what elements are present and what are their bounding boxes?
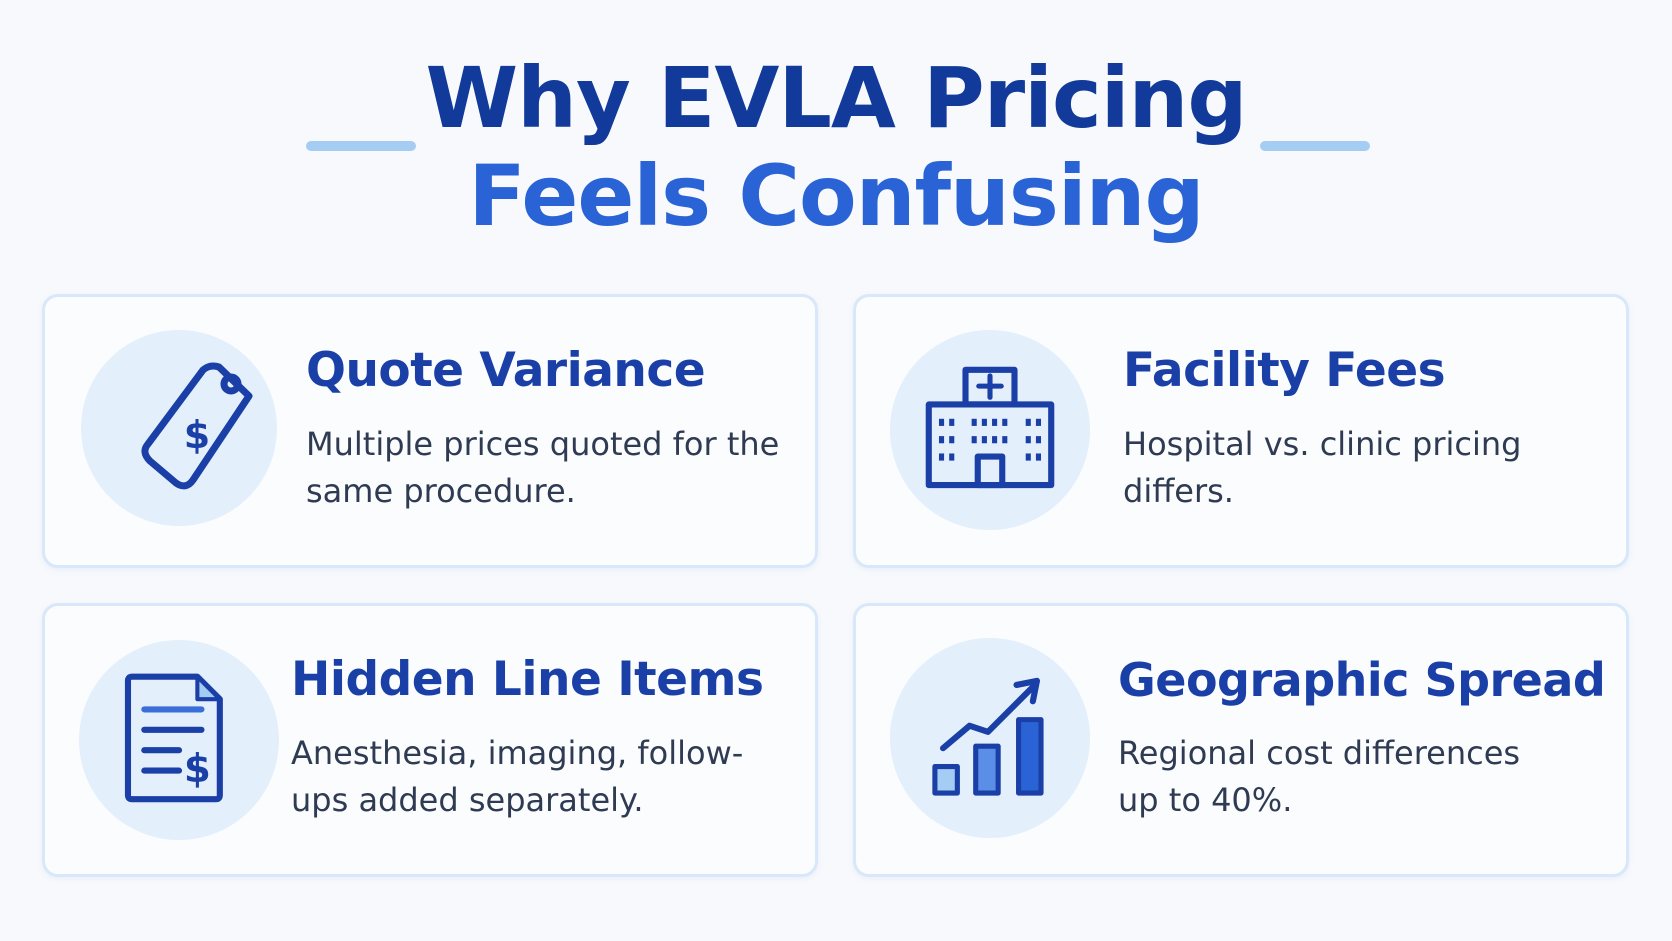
page-title-line-1: Why EVLA Pricing [425, 49, 1248, 147]
price-tag-icon: $ [141, 362, 253, 490]
card-hidden-line-items: $ Hidden Line Items Anesthesia, imaging,… [42, 603, 818, 877]
card-description: Anesthesia, imaging, follow-ups added se… [291, 734, 744, 819]
svg-text:$: $ [184, 747, 211, 792]
card-description: Hospital vs. clinic pricing differs. [1123, 425, 1522, 510]
icon-circle: $ [81, 330, 277, 526]
page-title: Why EVLA Pricing Feels Confusing [0, 48, 1672, 246]
svg-text:$: $ [184, 413, 210, 457]
page-title-line-2: Feels Confusing [468, 147, 1204, 245]
title-accent-line-right [1260, 141, 1370, 151]
card-title: Facility Fees [1123, 343, 1446, 398]
icon-circle: $ [79, 640, 279, 840]
hospital-icon [925, 366, 1055, 489]
card-description: Multiple prices quoted for the same proc… [306, 425, 780, 510]
card-geographic-spread: Geographic Spread Regional cost differen… [853, 603, 1629, 877]
icon-circle [890, 330, 1090, 530]
trending-chart-icon [932, 677, 1044, 796]
card-description: Regional cost differences up to 40%. [1118, 734, 1521, 819]
invoice-document-icon: $ [124, 673, 223, 803]
title-accent-line-left [306, 141, 416, 151]
icon-circle [890, 638, 1090, 838]
card-title: Hidden Line Items [291, 652, 764, 707]
card-title: Quote Variance [306, 343, 706, 398]
card-facility-fees: Facility Fees Hospital vs. clinic pricin… [853, 294, 1629, 568]
card-title: Geographic Spread [1118, 653, 1606, 707]
card-quote-variance: $ Quote Variance Multiple prices quoted … [42, 294, 818, 568]
